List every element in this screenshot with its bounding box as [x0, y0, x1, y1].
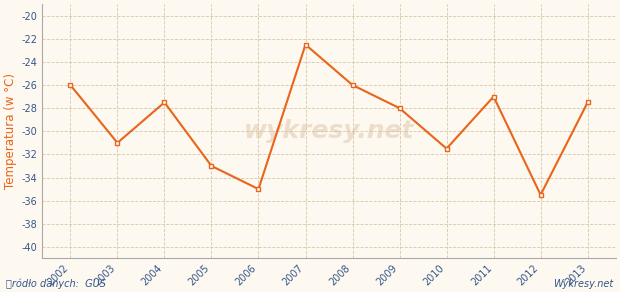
Text: Wykresy.net: Wykresy.net	[554, 279, 614, 289]
Text: ួródło danych:  GUS: ួródło danych: GUS	[6, 279, 106, 289]
Text: wykresy.net: wykresy.net	[244, 119, 414, 143]
Y-axis label: Temperatura (w °C): Temperatura (w °C)	[4, 73, 17, 189]
